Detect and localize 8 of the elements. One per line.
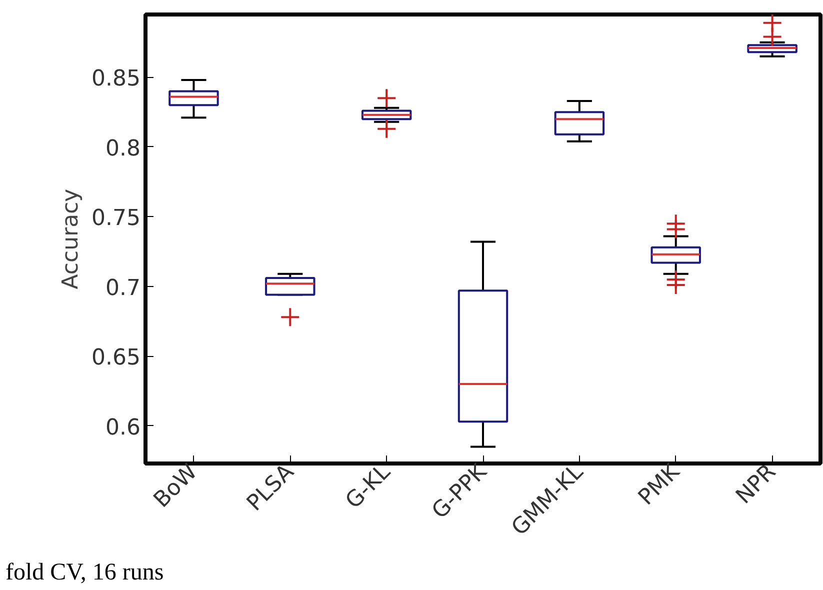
y-tick-label: 0.6	[106, 415, 141, 440]
y-tick-label: 0.75	[92, 206, 140, 232]
y-axis-title: Accuracy	[58, 188, 84, 290]
y-tick-label: 0.85	[92, 66, 140, 92]
y-tick-label: 0.65	[92, 346, 140, 371]
y-tick-label: 0.8	[106, 136, 141, 162]
y-tick-label: 0.7	[106, 276, 141, 301]
text: fold CV, 16 runs	[6, 560, 164, 586]
